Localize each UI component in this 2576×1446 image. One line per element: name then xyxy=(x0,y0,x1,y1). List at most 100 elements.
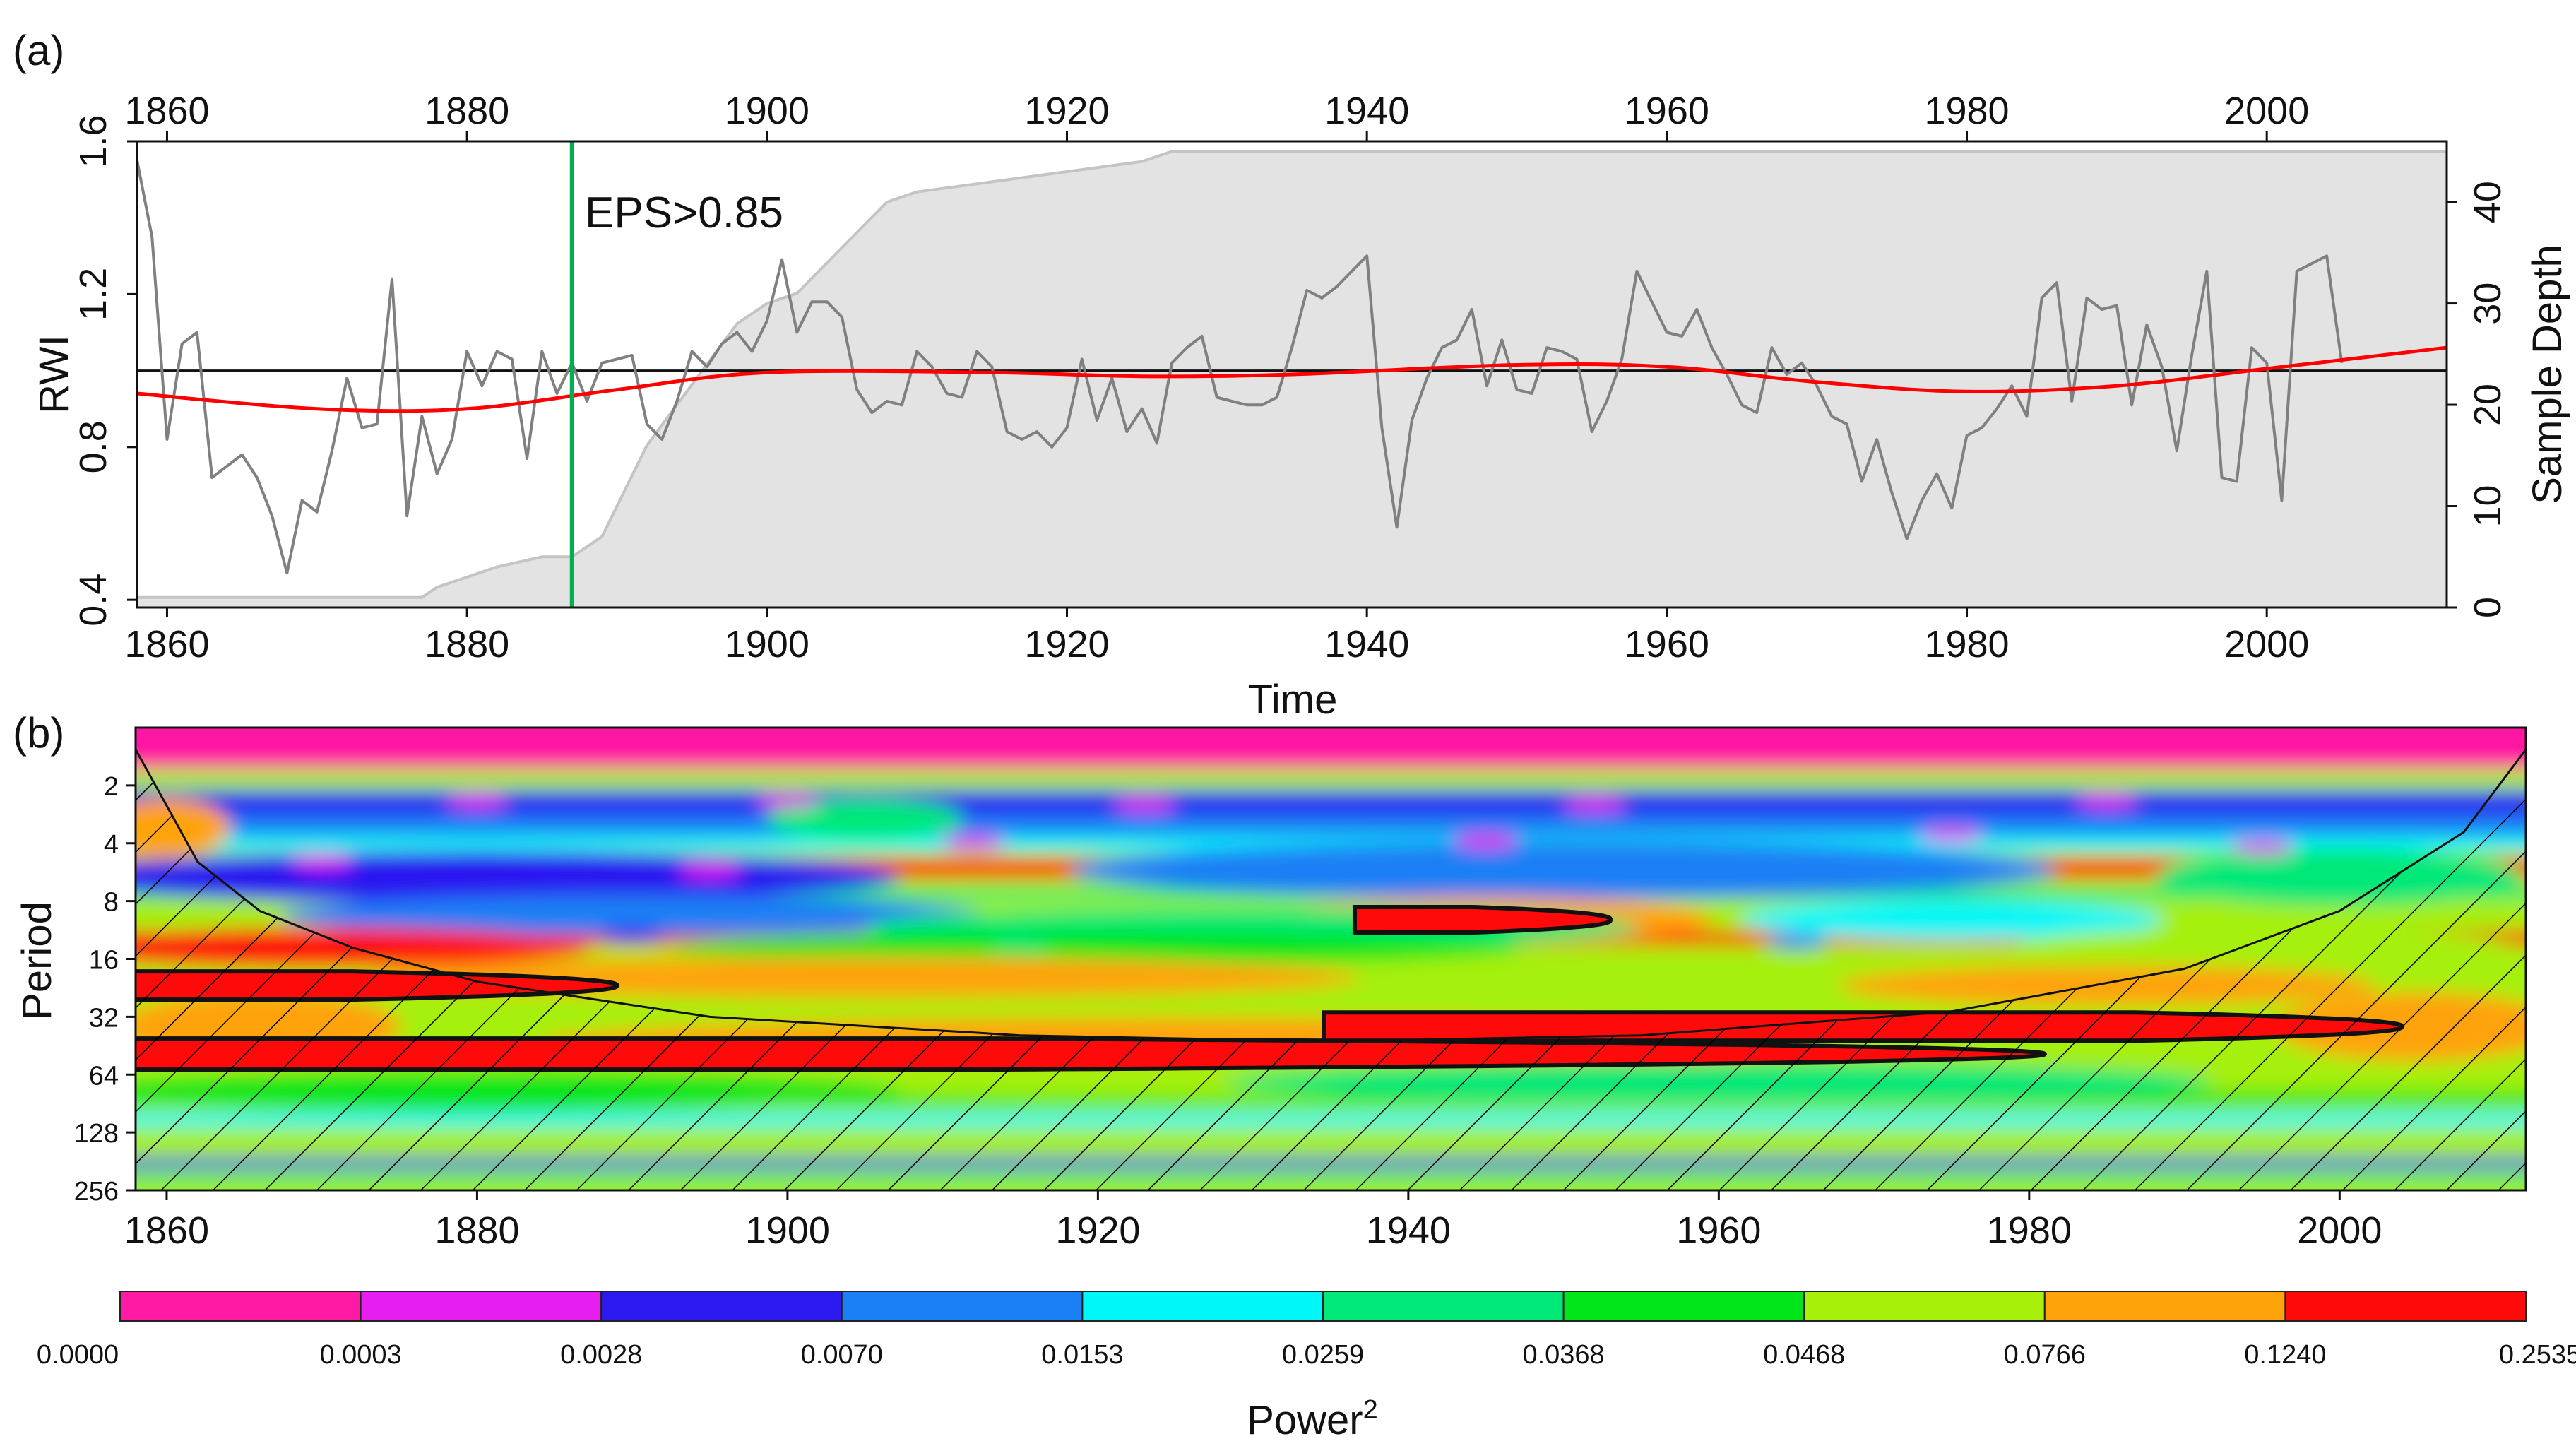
significant-region-3 xyxy=(1352,904,1613,935)
colorbar-break-label: 0.0766 xyxy=(2004,1340,2086,1370)
sample-depth-fill xyxy=(137,151,2447,608)
b-y-tick-label: 4 xyxy=(104,830,119,860)
colorbar: 0.0000 0.0003 0.0028 0.0070 0.0153 0.0259 0.03… xyxy=(37,1291,2576,1443)
colorbar-break-label: 0.0028 xyxy=(560,1340,642,1370)
smoothed-series xyxy=(137,345,2447,413)
colorbar-swatch-0 xyxy=(119,1291,362,1322)
colorbar-swatch-6 xyxy=(1562,1291,1805,1322)
rwi-line xyxy=(137,160,2344,575)
panel-a-y-title: RWI xyxy=(31,335,77,414)
colorbar-break-label: 0.2535 xyxy=(2499,1340,2576,1370)
coi-line xyxy=(136,749,2526,1043)
panel-a-frame xyxy=(136,140,2448,609)
field-blob-1 xyxy=(1069,841,2058,899)
coi-hatch xyxy=(136,749,2526,1190)
field-dot-2 xyxy=(1112,797,1177,812)
field-dot-9 xyxy=(1919,827,1983,842)
y-tick-label: 1.6 xyxy=(72,114,114,167)
x-top-tick-label: 1900 xyxy=(725,90,809,132)
colorbar-break-label: 0.0003 xyxy=(319,1340,401,1370)
field-dot-3 xyxy=(1562,797,1627,812)
field-dot-5 xyxy=(290,855,354,870)
rwi-series xyxy=(137,160,2344,575)
colorbar-break-label: 0.0468 xyxy=(1763,1340,1845,1370)
y2-tick-label: 10 xyxy=(2467,485,2509,527)
colorbar-break-label: 0.0000 xyxy=(37,1340,119,1370)
field-dot-12 xyxy=(1764,934,1829,949)
field-dot-10 xyxy=(2230,840,2294,855)
field-dot-6 xyxy=(678,863,742,877)
b-y-tick-label: 32 xyxy=(89,1003,119,1033)
field-blob-6 xyxy=(1739,899,2164,940)
colorbar-swatch-1 xyxy=(360,1291,603,1322)
field-dot-11 xyxy=(988,937,1052,952)
y2-tick-label: 40 xyxy=(2467,181,2509,223)
x-top-tick-label: 1960 xyxy=(1625,90,1709,132)
y2-tick-label: 0 xyxy=(2467,597,2509,618)
b-x-tick-label: 1920 xyxy=(1055,1209,1140,1252)
field-dot-8 xyxy=(1454,834,1518,848)
field-blob-3 xyxy=(279,895,986,936)
x-bottom-tick-label: 1880 xyxy=(425,623,509,665)
x-bottom-tick-label: 1920 xyxy=(1024,623,1109,665)
panel-b-ticks: 1860 1880 1900 1920 1940 1960 1980 2000 2 4 8 16 32 6… xyxy=(74,772,2382,1252)
field-dot-7 xyxy=(942,836,1006,851)
colorbar-title: Power2 xyxy=(1247,1395,1378,1443)
panel-b: (b) 1860 1880 1900 1920 1940 1960 1980 20002481… xyxy=(13,709,2527,1252)
colorbar-break-label: 0.0153 xyxy=(1041,1340,1123,1370)
field-band-2 xyxy=(136,814,2526,841)
x-bottom-tick-label: 1900 xyxy=(725,623,809,665)
colorbar-break-label: 0.0368 xyxy=(1522,1340,1604,1370)
b-y-tick-label: 8 xyxy=(104,888,119,918)
colorbar-title-superscript: 2 xyxy=(1363,1395,1378,1425)
x-top-tick-label: 1980 xyxy=(1924,90,2009,132)
colorbar-break-label: 0.0070 xyxy=(801,1340,883,1370)
colorbar-swatch-3 xyxy=(841,1291,1084,1322)
x-top-tick-label: 1940 xyxy=(1324,90,1409,132)
x-top-tick-label: 1880 xyxy=(425,90,509,132)
b-x-tick-label: 1960 xyxy=(1676,1209,1761,1252)
panel-a-ticks: 1860 1860 1880 1880 1900 1900 1920 1920 1940 1940… xyxy=(72,90,2509,665)
x-top-tick-label: 1920 xyxy=(1024,90,1109,132)
field-blob-8 xyxy=(674,930,1522,966)
sample-depth-area xyxy=(137,150,2447,608)
x-bottom-tick-label: 1960 xyxy=(1625,623,1709,665)
b-x-tick-label: 2000 xyxy=(2297,1209,2382,1252)
cone-of-influence xyxy=(136,749,2526,1190)
b-x-tick-label: 1940 xyxy=(1366,1209,1451,1252)
b-x-tick-label: 1880 xyxy=(434,1209,519,1252)
y-tick-label: 1.2 xyxy=(72,268,114,321)
x-top-tick-label: 2000 xyxy=(2224,90,2309,132)
b-y-tick-label: 128 xyxy=(74,1119,119,1149)
colorbar-swatch-5 xyxy=(1322,1291,1565,1322)
b-y-tick-label: 64 xyxy=(89,1061,119,1091)
y2-tick-label: 20 xyxy=(2467,384,2509,426)
panel-a-x-title: Time xyxy=(1248,677,1338,723)
wavelet-power-spectrum xyxy=(136,728,2526,1190)
b-y-tick-label: 256 xyxy=(74,1177,119,1207)
colorbar-swatch-7 xyxy=(1803,1291,2046,1322)
b-x-tick-label: 1900 xyxy=(745,1209,830,1252)
b-y-tick-label: 16 xyxy=(89,946,119,976)
y-tick-label: 0.4 xyxy=(72,574,114,627)
colorbar-swatch-9 xyxy=(2284,1291,2527,1322)
colorbar-break-label: 0.1240 xyxy=(2244,1340,2326,1370)
panel-a-y2-title: Sample Depth xyxy=(2524,244,2570,504)
y-tick-label: 0.8 xyxy=(72,420,114,473)
colorbar-swatch-4 xyxy=(1081,1291,1324,1322)
x-bottom-tick-label: 1980 xyxy=(1924,623,2009,665)
smoothed-line xyxy=(137,345,2447,413)
field-dot-4 xyxy=(2075,793,2139,808)
panel-b-y-title: Period xyxy=(14,901,60,1020)
colorbar-break-label: 0.0259 xyxy=(1282,1340,1364,1370)
y2-tick-label: 30 xyxy=(2467,283,2509,325)
field-blob-13 xyxy=(766,799,964,840)
field-dot-13 xyxy=(600,928,665,942)
sample-depth-line xyxy=(137,150,2447,599)
colorbar-title-text: Power xyxy=(1247,1397,1363,1443)
x-bottom-tick-label: 1860 xyxy=(124,623,209,665)
colorbar-swatch-2 xyxy=(600,1291,843,1322)
field-dot-0 xyxy=(445,793,509,808)
field-band-3 xyxy=(136,836,2526,851)
